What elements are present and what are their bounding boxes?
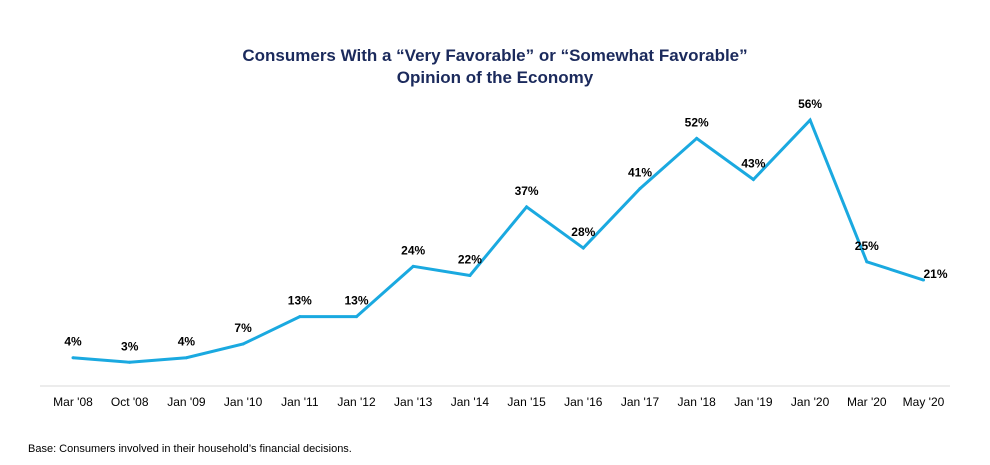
- data-label: 13%: [344, 294, 368, 308]
- data-label: 4%: [64, 335, 82, 349]
- x-tick-label: Jan '10: [224, 395, 263, 409]
- data-label: 56%: [798, 97, 822, 111]
- x-tick-label: Jan '12: [337, 395, 376, 409]
- data-point: [71, 356, 75, 360]
- data-label: 7%: [234, 321, 252, 335]
- data-point: [468, 273, 472, 277]
- data-label: 24%: [401, 243, 425, 257]
- x-tick-label: Mar '20: [847, 395, 887, 409]
- x-tick-label: Jan '16: [564, 395, 603, 409]
- x-tick-label: Jan '19: [734, 395, 773, 409]
- x-tick-label: Jan '13: [394, 395, 433, 409]
- data-label: 28%: [571, 225, 595, 239]
- data-label: 37%: [515, 184, 539, 198]
- data-label: 21%: [923, 267, 947, 281]
- data-point: [355, 315, 358, 319]
- data-label: 3%: [121, 339, 139, 353]
- x-tick-label: Jan '11: [281, 395, 319, 409]
- data-point: [184, 356, 188, 360]
- data-point: [128, 360, 132, 364]
- data-point: [298, 315, 302, 319]
- data-label: 13%: [288, 294, 312, 308]
- data-point: [922, 278, 925, 282]
- footnote: Base: Consumers involved in their househ…: [28, 443, 352, 455]
- data-point: [241, 342, 245, 346]
- data-point: [865, 260, 869, 264]
- x-tick-label: May '20: [903, 395, 945, 409]
- data-label: 22%: [458, 252, 482, 266]
- data-label: 41%: [628, 166, 652, 180]
- data-point: [695, 136, 699, 140]
- data-point: [638, 187, 642, 191]
- data-point: [751, 177, 755, 181]
- data-label: 4%: [178, 335, 196, 349]
- x-tick-label: Jan '14: [451, 395, 490, 409]
- chart-title: Consumers With a “Very Favorable” or “So…: [0, 45, 990, 89]
- chart-title-line-2: Opinion of the Economy: [396, 68, 594, 87]
- data-point: [808, 118, 812, 122]
- data-point: [411, 264, 415, 268]
- x-tick-label: Jan '18: [678, 395, 717, 409]
- x-tick-label: Mar '08: [53, 395, 93, 409]
- data-point: [525, 205, 529, 209]
- x-tick-label: Jan '17: [621, 395, 660, 409]
- x-tick-label: Jan '09: [167, 395, 206, 409]
- data-point: [581, 246, 585, 250]
- series-line: [72, 117, 924, 364]
- x-tick-label: Jan '15: [507, 395, 546, 409]
- x-tick-label: Oct '08: [111, 395, 149, 409]
- data-label: 52%: [685, 115, 709, 129]
- chart-title-line-1: Consumers With a “Very Favorable” or “So…: [242, 46, 748, 65]
- x-tick-label: Jan '20: [791, 395, 830, 409]
- data-label: 43%: [741, 156, 765, 170]
- data-label: 25%: [855, 239, 879, 253]
